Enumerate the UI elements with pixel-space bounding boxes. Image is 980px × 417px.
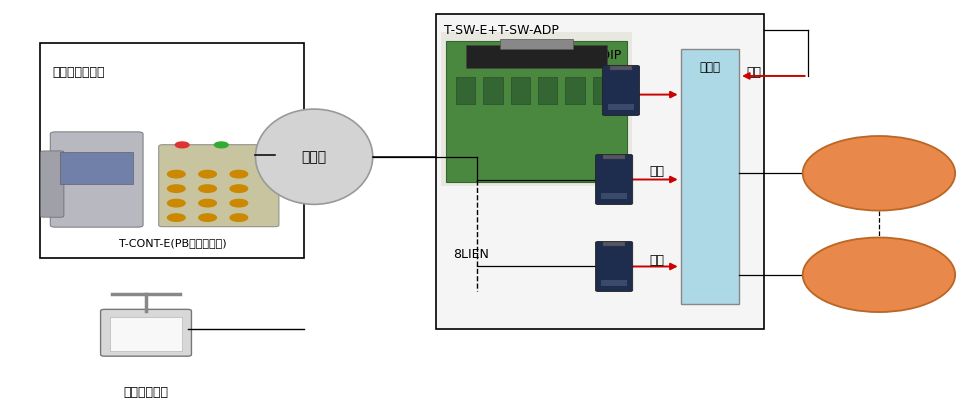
Circle shape [168, 199, 185, 207]
FancyBboxPatch shape [611, 66, 632, 70]
FancyBboxPatch shape [483, 77, 503, 104]
FancyBboxPatch shape [680, 49, 739, 304]
FancyBboxPatch shape [596, 154, 633, 205]
Circle shape [168, 185, 185, 192]
Circle shape [215, 142, 228, 148]
Text: 自動試験装置: 自動試験装置 [123, 386, 169, 399]
FancyBboxPatch shape [604, 155, 625, 159]
FancyBboxPatch shape [604, 242, 625, 246]
Circle shape [230, 199, 248, 207]
FancyBboxPatch shape [565, 77, 585, 104]
Text: VOIP: VOIP [593, 49, 622, 62]
FancyBboxPatch shape [441, 33, 632, 186]
Text: 公衆網: 公衆網 [302, 150, 326, 164]
Circle shape [230, 185, 248, 192]
Circle shape [175, 142, 189, 148]
Text: 保守交換センタ: 保守交換センタ [52, 65, 105, 78]
Text: 着信: 着信 [746, 65, 761, 78]
FancyBboxPatch shape [603, 65, 640, 116]
Text: 交換機: 交換機 [700, 61, 720, 75]
Text: 発信: 発信 [650, 165, 664, 178]
FancyBboxPatch shape [40, 43, 305, 258]
FancyBboxPatch shape [593, 77, 612, 104]
FancyBboxPatch shape [50, 132, 143, 227]
FancyBboxPatch shape [159, 145, 279, 227]
FancyBboxPatch shape [60, 152, 133, 184]
Circle shape [199, 199, 217, 207]
Ellipse shape [803, 238, 956, 312]
FancyBboxPatch shape [111, 317, 181, 351]
Circle shape [199, 214, 217, 221]
Text: 8LIEN: 8LIEN [453, 248, 489, 261]
FancyBboxPatch shape [596, 241, 633, 291]
FancyBboxPatch shape [466, 45, 608, 68]
Circle shape [199, 171, 217, 178]
FancyBboxPatch shape [609, 104, 634, 110]
Ellipse shape [803, 136, 956, 211]
Text: T-CONT-E(PB送出機能付): T-CONT-E(PB送出機能付) [119, 238, 226, 248]
FancyBboxPatch shape [511, 77, 530, 104]
Text: 発信: 発信 [650, 254, 664, 267]
FancyBboxPatch shape [602, 280, 627, 286]
FancyBboxPatch shape [538, 77, 558, 104]
Circle shape [230, 171, 248, 178]
Text: M-CAS網: M-CAS網 [853, 167, 906, 180]
Text: PC: PC [132, 325, 160, 345]
Circle shape [168, 171, 185, 178]
FancyBboxPatch shape [456, 77, 475, 104]
Ellipse shape [256, 109, 372, 204]
Text: M-CAS網: M-CAS網 [853, 268, 906, 281]
FancyBboxPatch shape [436, 14, 763, 329]
Circle shape [168, 214, 185, 221]
FancyBboxPatch shape [446, 41, 627, 181]
FancyBboxPatch shape [40, 151, 64, 217]
Circle shape [230, 214, 248, 221]
FancyBboxPatch shape [500, 39, 572, 49]
Circle shape [199, 185, 217, 192]
FancyBboxPatch shape [101, 309, 191, 356]
Text: T-SW-E+T-SW-ADP: T-SW-E+T-SW-ADP [444, 24, 559, 37]
FancyBboxPatch shape [602, 193, 627, 198]
